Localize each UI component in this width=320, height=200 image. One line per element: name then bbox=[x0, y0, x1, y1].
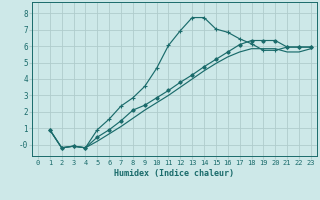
X-axis label: Humidex (Indice chaleur): Humidex (Indice chaleur) bbox=[115, 169, 234, 178]
